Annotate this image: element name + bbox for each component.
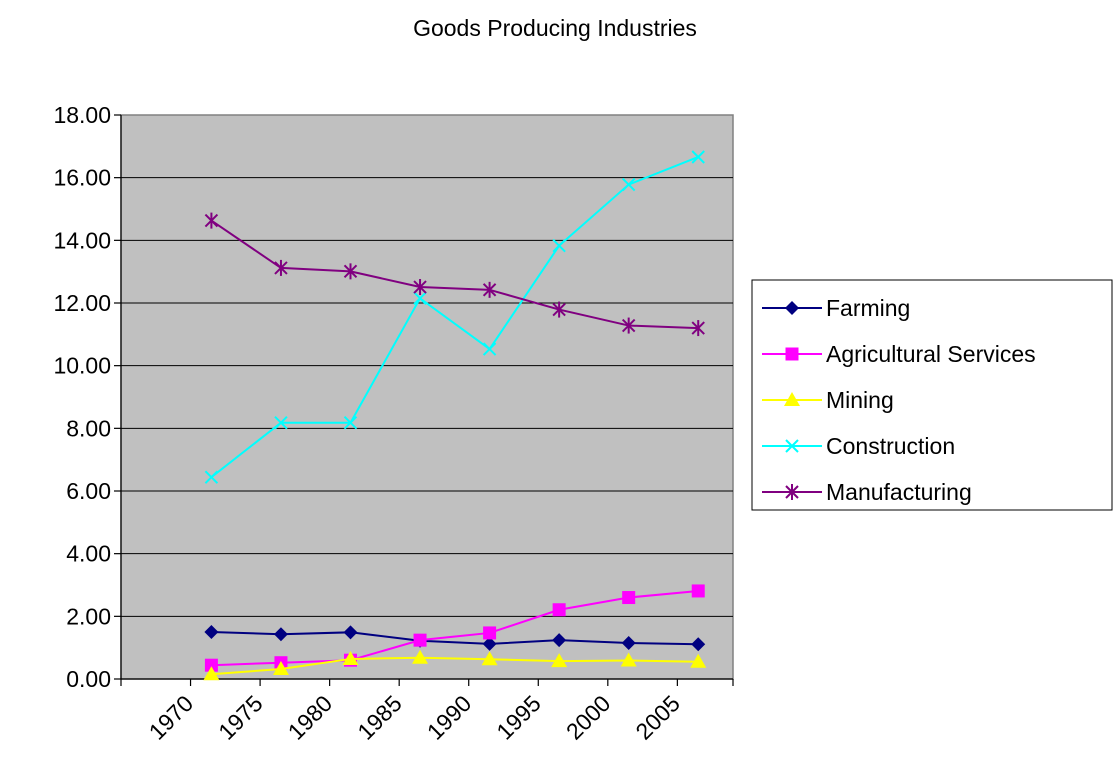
marker-triangle	[203, 666, 220, 681]
marker-triangle	[481, 651, 498, 666]
y-tick-label: 18.00	[53, 102, 111, 128]
x-tick-label: 2005	[630, 690, 685, 745]
series-manufacturing	[204, 212, 705, 337]
chart-title: Goods Producing Industries	[413, 15, 697, 41]
marker-diamond	[621, 635, 636, 650]
x-tick-label: 1975	[213, 690, 268, 745]
legend-label: Agricultural Services	[826, 341, 1036, 367]
marker-diamond	[785, 301, 799, 315]
x-tick-label: 1970	[144, 690, 199, 745]
marker-triangle	[342, 650, 359, 665]
marker-triangle	[272, 660, 289, 675]
legend-item: Construction	[762, 433, 955, 459]
series-construction	[204, 150, 705, 484]
marker-diamond	[343, 625, 358, 640]
legend-label: Manufacturing	[826, 479, 972, 505]
plot-area	[120, 114, 734, 680]
y-tick-label: 14.00	[53, 227, 111, 253]
legend-item: Farming	[762, 295, 910, 321]
legend-box	[751, 279, 1113, 511]
marker-triangle	[784, 392, 800, 406]
legend-item: Agricultural Services	[762, 341, 1036, 367]
marker-square	[691, 584, 705, 598]
marker-x	[482, 342, 497, 356]
y-axis-ticks: 0.00 2.00 4.00 6.00 8.00 10.00 12.00 14.00 16.00…	[53, 102, 121, 692]
marker-triangle	[620, 652, 637, 667]
marker-diamond	[552, 633, 567, 648]
marker-triangle	[551, 653, 568, 668]
marker-diamond	[482, 636, 497, 651]
marker-triangle	[412, 649, 429, 664]
marker-x	[343, 415, 358, 430]
x-axis-ticks: 1970 1975 1980 1985 1990 1995 2000 2005	[120, 679, 734, 745]
marker-x	[691, 150, 705, 164]
y-tick-label: 10.00	[53, 353, 111, 379]
marker-x	[413, 291, 427, 306]
marker-square	[483, 626, 497, 640]
y-tick-label: 16.00	[53, 165, 111, 191]
marker-square	[785, 347, 799, 361]
x-tick-label: 1985	[352, 690, 407, 745]
marker-diamond	[204, 625, 219, 639]
marker-square	[552, 603, 566, 617]
x-tick-label: 2000	[561, 690, 616, 745]
marker-x	[204, 470, 219, 484]
marker-square	[413, 633, 427, 647]
marker-x	[274, 415, 288, 430]
series-line	[210, 156, 699, 479]
x-tick-label: 1990	[422, 690, 477, 745]
marker-x	[785, 439, 799, 453]
series-line	[211, 631, 699, 646]
axes	[120, 115, 733, 680]
marker-square	[622, 591, 636, 605]
marker-x	[552, 238, 566, 253]
y-tick-label: 4.00	[66, 541, 111, 567]
legend-item: Manufacturing	[762, 479, 972, 505]
legend: Farming Agricultural Services Mining Constr…	[751, 279, 1113, 511]
legend-label: Mining	[826, 387, 894, 413]
marker-diamond	[273, 627, 288, 642]
marker-diamond	[691, 637, 706, 652]
series-line	[210, 219, 699, 330]
legend-item: Mining	[762, 387, 894, 413]
y-tick-label: 6.00	[66, 478, 111, 504]
legend-label: Construction	[826, 433, 955, 459]
y-tick-label: 2.00	[66, 603, 111, 629]
series-layer	[203, 150, 707, 681]
y-tick-label: 12.00	[53, 290, 111, 316]
marker-square	[204, 658, 218, 672]
y-tick-label: 8.00	[66, 415, 111, 441]
legend-label: Farming	[826, 295, 910, 321]
series-mining	[203, 649, 707, 681]
y-tick-label: 0.00	[66, 666, 111, 692]
series-line	[211, 589, 699, 667]
marker-triangle	[690, 653, 707, 668]
series-line	[211, 656, 699, 676]
x-tick-label: 1995	[491, 690, 546, 745]
marker-x	[621, 177, 636, 192]
x-tick-label: 1980	[283, 690, 338, 745]
